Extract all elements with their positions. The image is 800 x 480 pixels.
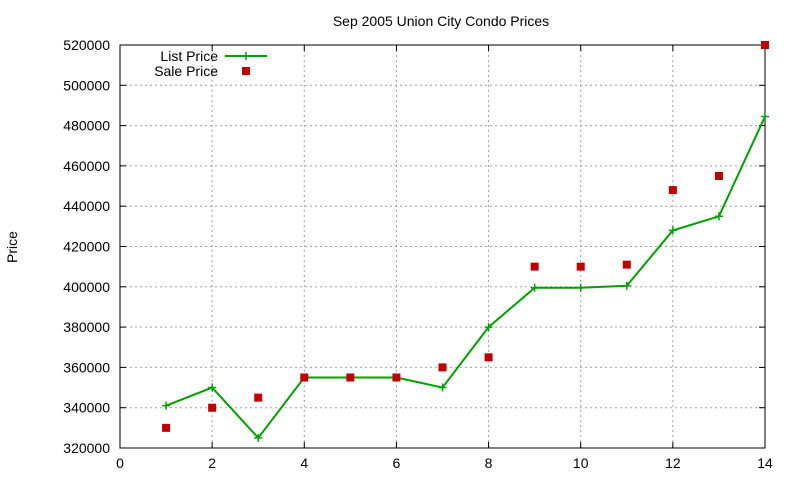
sale-price-point xyxy=(714,171,723,180)
y-axis-label: Price xyxy=(4,231,20,263)
y-tick-label: 380000 xyxy=(63,319,110,335)
sale-price-point xyxy=(484,353,493,362)
list-price-line xyxy=(165,116,766,440)
list-price-point xyxy=(530,283,539,292)
x-tick-label: 2 xyxy=(208,455,216,471)
sale-price-point xyxy=(346,373,355,382)
x-tick-label: 6 xyxy=(393,455,401,471)
y-tick-label: 500000 xyxy=(63,77,110,93)
x-tick-label: 4 xyxy=(300,455,308,471)
list-price-point xyxy=(438,383,447,392)
sale-price-point xyxy=(761,41,769,49)
y-tick-label: 400000 xyxy=(63,279,110,295)
y-tick-label: 440000 xyxy=(63,198,110,214)
y-tick-label: 360000 xyxy=(63,359,110,375)
series xyxy=(162,41,769,442)
legend: List Price Sale Price xyxy=(154,48,267,79)
list-price-point xyxy=(622,281,631,290)
legend-label-list-price: List Price xyxy=(160,48,218,64)
y-tick-label: 520000 xyxy=(63,37,110,53)
list-price-point xyxy=(254,433,263,442)
x-tick-label: 10 xyxy=(573,455,589,471)
sale-price-point xyxy=(300,373,309,382)
sale-price-point xyxy=(438,363,447,372)
list-price-point xyxy=(668,226,677,235)
sale-price-point xyxy=(208,403,217,412)
sale-price-point xyxy=(254,393,263,402)
legend-marker-list-price xyxy=(242,52,250,60)
y-tick-label: 320000 xyxy=(63,440,110,456)
list-price-point xyxy=(162,401,171,410)
sale-price-point xyxy=(622,260,631,269)
sale-price-point xyxy=(576,262,585,271)
list-price-point xyxy=(208,383,217,392)
sale-price-point xyxy=(162,423,171,432)
x-tick-label: 12 xyxy=(665,455,681,471)
sale-price-point xyxy=(392,373,401,382)
y-tick-label: 420000 xyxy=(63,239,110,255)
list-price-point xyxy=(484,323,493,332)
y-tick-label: 460000 xyxy=(63,158,110,174)
x-tick-label: 8 xyxy=(485,455,493,471)
legend-label-sale-price: Sale Price xyxy=(154,63,218,79)
y-tick-label: 480000 xyxy=(63,118,110,134)
legend-marker-sale-price xyxy=(242,67,250,75)
x-tick-label: 14 xyxy=(757,455,773,471)
list-price-point xyxy=(761,112,769,121)
list-price-point xyxy=(576,283,585,292)
tick-labels: 0 2 4 6 8 10 12 14 320000 340000 360000 380000 40000… xyxy=(63,37,773,471)
x-tick-label: 0 xyxy=(116,455,124,471)
axis-ticks xyxy=(119,44,766,449)
sale-price-point xyxy=(668,186,677,195)
sale-price-point xyxy=(530,262,539,271)
list-price-point xyxy=(714,212,723,221)
y-tick-label: 340000 xyxy=(63,400,110,416)
chart-title: Sep 2005 Union City Condo Prices xyxy=(333,13,549,29)
